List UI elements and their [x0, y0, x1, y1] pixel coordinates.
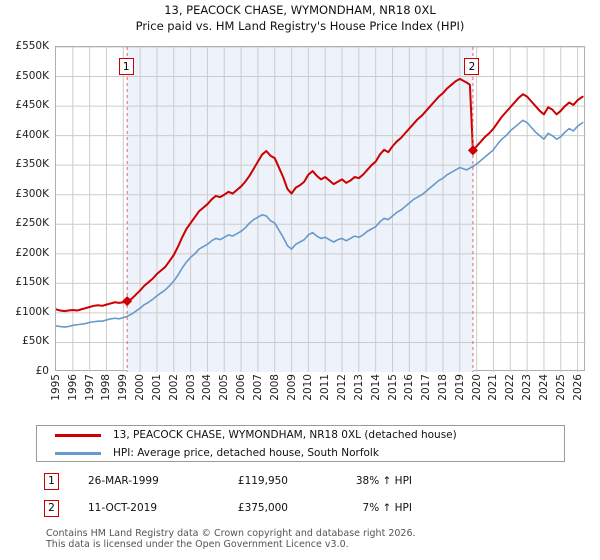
y-tick-label: £400K	[15, 128, 49, 141]
x-tick-label: 1995	[50, 374, 62, 401]
x-tick-label: 2021	[487, 374, 500, 401]
transaction-price-2: £375,000	[237, 502, 288, 514]
title-line-1: 13, PEACOCK CHASE, WYMONDHAM, NR18 0XL	[164, 3, 436, 17]
y-tick-label: £500K	[15, 69, 49, 82]
x-tick-label: 2003	[184, 374, 197, 401]
x-tick-label: 1997	[83, 374, 96, 401]
transaction-hpi-delta-2: 7% ↑ HPI	[362, 502, 412, 514]
x-tick-label: 2002	[167, 374, 180, 401]
x-axis-labels: 1995 1996 1997 1998 1999 2000 2001 2002 2003 2004…	[50, 374, 585, 418]
x-tick-label: 2000	[134, 374, 147, 401]
x-tick-label: 1998	[100, 374, 113, 401]
y-tick-label: £450K	[15, 99, 49, 112]
transaction-price-1: £119,950	[237, 475, 288, 487]
footer-line-1: Contains HM Land Registry data © Crown c…	[46, 528, 416, 539]
transaction-index-1: 1	[44, 473, 59, 490]
x-tick-label: 2007	[251, 374, 264, 401]
y-tick-label: £200K	[15, 246, 49, 259]
title-line-2: Price paid vs. HM Land Registry's House …	[135, 19, 465, 33]
x-tick-label: 2020	[470, 374, 483, 401]
x-tick-label: 2016	[403, 374, 416, 401]
legend-label-hpi: HPI: Average price, detached house, Sout…	[113, 447, 379, 459]
x-tick-label: 2004	[201, 374, 214, 401]
x-tick-label: 1996	[66, 374, 79, 401]
chart-legend: 13, PEACOCK CHASE, WYMONDHAM, NR18 0XL (…	[36, 425, 565, 462]
transaction-table: 1 26-MAR-1999 £119,950 38% ↑ HPI 2 11-OC…	[36, 470, 466, 524]
x-tick-label: 2023	[521, 374, 534, 401]
marker-label-2[interactable]: 2	[464, 58, 480, 75]
y-tick-label: £150K	[15, 276, 49, 289]
x-tick-label: 2013	[352, 374, 365, 401]
copyright-footer: Contains HM Land Registry data © Crown c…	[46, 528, 586, 550]
transaction-index-2: 2	[44, 500, 59, 517]
chart-svg	[56, 47, 586, 372]
y-tick-label: £50K	[22, 335, 49, 348]
x-tick-label: 2022	[504, 374, 517, 401]
transaction-hpi-delta-1: 38% ↑ HPI	[355, 475, 412, 487]
x-tick-label: 2014	[369, 374, 382, 401]
x-tick-label: 2008	[268, 374, 281, 401]
y-tick-label: £550K	[15, 40, 49, 52]
legend-swatch-property	[55, 434, 101, 437]
legend-item-hpi: HPI: Average price, detached house, Sout…	[37, 445, 564, 462]
y-axis-labels: £0 £50K £100K £150K £200K £250K £300K £350K £400…	[0, 40, 52, 377]
x-tick-label: 2012	[336, 374, 349, 401]
x-tick-label: 2026	[571, 374, 584, 401]
y-tick-label: £250K	[15, 217, 49, 230]
x-tick-label: 2006	[235, 374, 248, 401]
y-tick-label: £0	[35, 365, 49, 377]
transaction-date-1: 26-MAR-1999	[88, 475, 159, 487]
x-tick-label: 2015	[386, 374, 399, 401]
chart-plot-area	[55, 46, 586, 372]
x-tick-label: 2018	[436, 374, 449, 401]
y-tick-label: £100K	[15, 305, 49, 318]
legend-swatch-hpi	[55, 452, 101, 455]
legend-label-property: 13, PEACOCK CHASE, WYMONDHAM, NR18 0XL (…	[113, 429, 457, 441]
x-tick-label: 2024	[537, 374, 550, 401]
x-tick-label: 2017	[420, 374, 433, 401]
page-title: 13, PEACOCK CHASE, WYMONDHAM, NR18 0XL P…	[0, 2, 600, 34]
table-row[interactable]: 2 11-OCT-2019 £375,000 7% ↑ HPI	[36, 497, 466, 524]
x-tick-label: 2011	[319, 374, 332, 401]
marker-label-1[interactable]: 1	[118, 58, 134, 75]
x-tick-label: 2005	[218, 374, 231, 401]
y-tick-label: £300K	[15, 187, 49, 200]
x-tick-label: 2025	[554, 374, 567, 401]
legend-item-property: 13, PEACOCK CHASE, WYMONDHAM, NR18 0XL (…	[37, 427, 564, 444]
x-tick-label: 2010	[302, 374, 315, 401]
x-tick-label: 2001	[150, 374, 163, 401]
x-tick-label: 1999	[117, 374, 130, 401]
x-tick-label: 2009	[285, 374, 298, 401]
y-tick-label: £350K	[15, 158, 49, 171]
table-row[interactable]: 1 26-MAR-1999 £119,950 38% ↑ HPI	[36, 470, 466, 497]
footer-line-2: This data is licensed under the Open Gov…	[46, 539, 349, 550]
transaction-date-2: 11-OCT-2019	[88, 502, 157, 514]
x-tick-label: 2019	[453, 374, 466, 401]
price-history-line-chart[interactable]	[55, 46, 586, 372]
